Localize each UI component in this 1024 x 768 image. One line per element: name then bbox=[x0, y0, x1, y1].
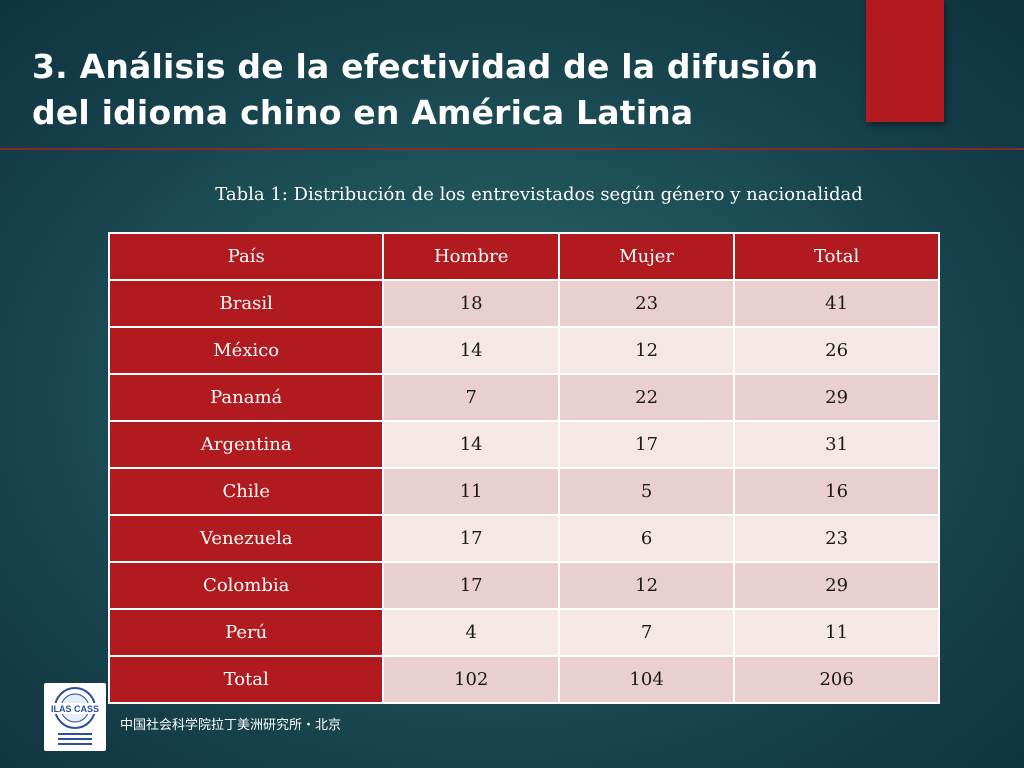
cell-total: 29 bbox=[733, 373, 940, 422]
cell-mujer: 12 bbox=[557, 326, 736, 375]
header-pais: País bbox=[107, 232, 385, 281]
header-mujer: Mujer bbox=[557, 232, 736, 281]
slide-title-line-2: del idioma chino en América Latina bbox=[32, 93, 694, 132]
cell-hombre: 17 bbox=[382, 561, 560, 610]
slide-title: 3. Análisis de la efectividad de la difu… bbox=[32, 44, 862, 136]
table-row: Perú 4 7 11 bbox=[107, 608, 940, 657]
cell-total: 16 bbox=[733, 467, 940, 516]
cell-mujer: 23 bbox=[557, 279, 736, 328]
cell-total: 26 bbox=[733, 326, 940, 375]
decorative-red-tab bbox=[866, 0, 944, 122]
cell-pais: Brasil bbox=[107, 279, 385, 328]
cell-total: 29 bbox=[733, 561, 940, 610]
ilas-cass-logo: ILAS CASS bbox=[44, 683, 106, 751]
title-divider bbox=[0, 148, 1024, 150]
table-row: Brasil 18 23 41 bbox=[107, 279, 940, 328]
cell-hombre: 102 bbox=[382, 655, 560, 704]
cell-mujer: 104 bbox=[557, 655, 736, 704]
table-header-row: País Hombre Mujer Total bbox=[107, 232, 940, 281]
cell-pais: Panamá bbox=[107, 373, 385, 422]
cell-hombre: 14 bbox=[382, 326, 560, 375]
cell-mujer: 5 bbox=[557, 467, 736, 516]
ilas-cass-emblem-icon: ILAS CASS bbox=[49, 687, 101, 745]
table-row: Venezuela 17 6 23 bbox=[107, 514, 940, 563]
header-total: Total bbox=[733, 232, 940, 281]
cell-total: 23 bbox=[733, 514, 940, 563]
cell-mujer: 7 bbox=[557, 608, 736, 657]
table-row: Panamá 7 22 29 bbox=[107, 373, 940, 422]
slide-title-line-1: 3. Análisis de la efectividad de la difu… bbox=[32, 47, 819, 86]
cell-pais: Colombia bbox=[107, 561, 385, 610]
logo-text: ILAS CASS bbox=[51, 704, 99, 714]
table-row: Argentina 14 17 31 bbox=[107, 420, 940, 469]
cell-hombre: 11 bbox=[382, 467, 560, 516]
cell-pais: Total bbox=[107, 655, 385, 704]
table-row: Chile 11 5 16 bbox=[107, 467, 940, 516]
cell-total: 11 bbox=[733, 608, 940, 657]
cell-pais: Chile bbox=[107, 467, 385, 516]
cell-total: 41 bbox=[733, 279, 940, 328]
cell-mujer: 12 bbox=[557, 561, 736, 610]
cell-hombre: 17 bbox=[382, 514, 560, 563]
distribution-table: País Hombre Mujer Total Brasil 18 23 41 … bbox=[107, 232, 940, 704]
table-row-total: Total 102 104 206 bbox=[107, 655, 940, 704]
cell-pais: Argentina bbox=[107, 420, 385, 469]
table-caption: Tabla 1: Distribución de los entrevistad… bbox=[215, 184, 863, 205]
cell-total: 206 bbox=[733, 655, 940, 704]
cell-mujer: 6 bbox=[557, 514, 736, 563]
cell-hombre: 18 bbox=[382, 279, 560, 328]
cell-hombre: 4 bbox=[382, 608, 560, 657]
table-row: México 14 12 26 bbox=[107, 326, 940, 375]
cell-hombre: 14 bbox=[382, 420, 560, 469]
cell-pais: México bbox=[107, 326, 385, 375]
header-hombre: Hombre bbox=[382, 232, 560, 281]
cell-total: 31 bbox=[733, 420, 940, 469]
cell-pais: Perú bbox=[107, 608, 385, 657]
cell-pais: Venezuela bbox=[107, 514, 385, 563]
footer-institution: 中国社会科学院拉丁美洲研究所・北京 bbox=[120, 718, 342, 733]
cell-hombre: 7 bbox=[382, 373, 560, 422]
cell-mujer: 22 bbox=[557, 373, 736, 422]
table-row: Colombia 17 12 29 bbox=[107, 561, 940, 610]
cell-mujer: 17 bbox=[557, 420, 736, 469]
